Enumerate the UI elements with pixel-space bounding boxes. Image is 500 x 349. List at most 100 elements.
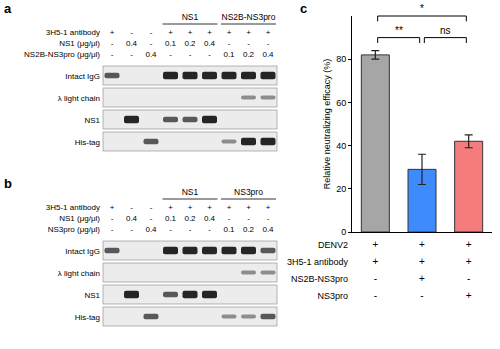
svg-text:λ light chain: λ light chain (58, 94, 100, 103)
svg-text:NS1: NS1 (84, 116, 100, 125)
svg-text:+: + (188, 203, 193, 212)
svg-text:-: - (130, 225, 133, 234)
svg-text:+: + (266, 28, 271, 37)
svg-text:NS3pro (μg/μl): NS3pro (μg/μl) (48, 225, 101, 234)
svg-text:NS2B-NS3pro (μg/μl): NS2B-NS3pro (μg/μl) (24, 50, 100, 59)
svg-text:-: - (130, 50, 133, 59)
svg-text:-: - (374, 273, 377, 284)
svg-text:ns: ns (440, 25, 451, 36)
svg-text:-: - (208, 225, 211, 234)
svg-text:-: - (228, 39, 231, 48)
svg-text:-: - (247, 39, 250, 48)
svg-text:Relative neutralizing efficacy: Relative neutralizing efficacy (%) (322, 59, 332, 189)
svg-text:+: + (168, 203, 173, 212)
svg-text:0.2: 0.2 (184, 214, 196, 223)
svg-text:+: + (419, 273, 425, 284)
svg-text:-: - (267, 39, 270, 48)
svg-text:DENV2: DENV2 (318, 240, 348, 250)
svg-text:-: - (467, 273, 470, 284)
svg-text:His-tag: His-tag (75, 313, 100, 322)
svg-text:-: - (130, 203, 133, 212)
svg-text:20: 20 (336, 184, 346, 194)
svg-text:+: + (266, 203, 271, 212)
svg-text:-: - (150, 214, 153, 223)
svg-text:-: - (111, 225, 114, 234)
svg-text:-: - (169, 50, 172, 59)
svg-text:+: + (207, 203, 212, 212)
svg-text:His-tag: His-tag (75, 138, 100, 147)
svg-text:0.4: 0.4 (145, 50, 157, 59)
svg-text:40: 40 (336, 141, 346, 151)
svg-text:NS2B-NS3pro: NS2B-NS3pro (222, 12, 276, 22)
svg-text:+: + (207, 28, 212, 37)
svg-text:Intact IgG: Intact IgG (65, 247, 100, 256)
svg-text:c: c (300, 1, 307, 16)
svg-text:NS1: NS1 (84, 291, 100, 300)
svg-text:3H5-1 antibody: 3H5-1 antibody (46, 203, 100, 212)
svg-text:+: + (188, 28, 193, 37)
svg-text:0.1: 0.1 (165, 214, 177, 223)
svg-text:-: - (130, 28, 133, 37)
svg-text:λ light chain: λ light chain (58, 269, 100, 278)
svg-text:+: + (466, 256, 472, 267)
svg-text:-: - (111, 50, 114, 59)
svg-text:-: - (189, 225, 192, 234)
svg-text:0.4: 0.4 (145, 225, 157, 234)
svg-text:-: - (150, 28, 153, 37)
svg-text:+: + (246, 203, 251, 212)
svg-text:a: a (4, 1, 12, 16)
svg-text:-: - (150, 203, 153, 212)
svg-text:3H5-1 antibody: 3H5-1 antibody (46, 28, 100, 37)
svg-text:0.2: 0.2 (243, 50, 255, 59)
svg-text:-: - (150, 39, 153, 48)
svg-text:-: - (420, 290, 423, 301)
svg-text:+: + (110, 28, 115, 37)
svg-text:-: - (228, 214, 231, 223)
svg-text:+: + (372, 239, 378, 250)
svg-text:+: + (466, 239, 472, 250)
svg-text:NS1: NS1 (182, 12, 199, 22)
svg-text:0.4: 0.4 (204, 214, 216, 223)
svg-text:+: + (227, 203, 232, 212)
svg-text:-: - (169, 225, 172, 234)
svg-text:+: + (227, 28, 232, 37)
svg-text:+: + (372, 256, 378, 267)
svg-text:+: + (419, 256, 425, 267)
svg-text:+: + (168, 28, 173, 37)
svg-text:-: - (208, 50, 211, 59)
svg-text:+: + (110, 203, 115, 212)
svg-text:0.2: 0.2 (184, 39, 196, 48)
svg-text:0.4: 0.4 (262, 225, 274, 234)
svg-text:60: 60 (336, 98, 346, 108)
svg-text:3H5-1 antibody: 3H5-1 antibody (287, 257, 349, 267)
svg-text:0.1: 0.1 (165, 39, 177, 48)
svg-text:NS3pro: NS3pro (234, 187, 263, 197)
svg-text:0.4: 0.4 (126, 214, 138, 223)
svg-text:**: ** (395, 25, 403, 36)
svg-text:Intact IgG: Intact IgG (65, 72, 100, 81)
svg-text:NS1: NS1 (182, 187, 199, 197)
svg-text:80: 80 (336, 54, 346, 64)
svg-text:*: * (420, 3, 424, 14)
svg-text:0.1: 0.1 (223, 225, 235, 234)
svg-text:0.4: 0.4 (126, 39, 138, 48)
svg-text:-: - (247, 214, 250, 223)
svg-text:NS1 (μg/μl): NS1 (μg/μl) (59, 39, 100, 48)
svg-text:NS3pro: NS3pro (317, 291, 348, 301)
svg-text:0.2: 0.2 (243, 225, 255, 234)
svg-text:-: - (374, 290, 377, 301)
svg-text:+: + (419, 239, 425, 250)
svg-text:0.4: 0.4 (262, 50, 274, 59)
svg-text:0.4: 0.4 (204, 39, 216, 48)
svg-text:0: 0 (341, 227, 346, 237)
svg-text:-: - (111, 214, 114, 223)
svg-text:-: - (189, 50, 192, 59)
svg-text:NS1 (μg/μl): NS1 (μg/μl) (59, 214, 100, 223)
svg-text:NS2B-NS3pro: NS2B-NS3pro (291, 274, 348, 284)
svg-text:+: + (246, 28, 251, 37)
svg-text:+: + (466, 290, 472, 301)
svg-text:b: b (4, 176, 12, 191)
svg-text:0.1: 0.1 (223, 50, 235, 59)
svg-text:-: - (111, 39, 114, 48)
svg-text:-: - (267, 214, 270, 223)
